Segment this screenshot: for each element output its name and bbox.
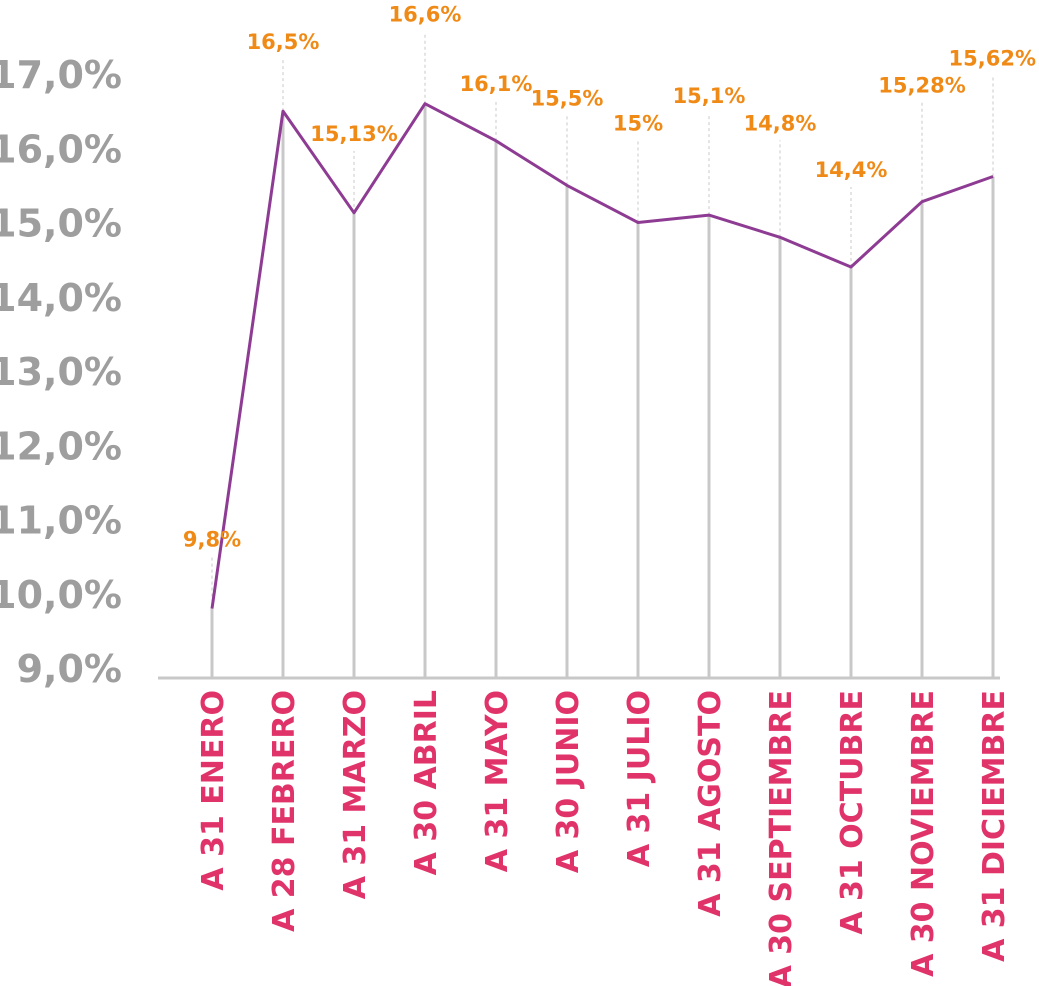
data-label: 16,1% xyxy=(460,72,533,96)
y-tick-label: 15,0% xyxy=(0,202,122,246)
drop-lines xyxy=(210,31,995,678)
y-tick-label: 16,0% xyxy=(0,127,122,171)
data-labels: 9,8% 16,5% 15,13% 16,6% 16,1%15,5% 15% 15,1% 14… xyxy=(183,3,1036,552)
data-label: 15,62% xyxy=(949,46,1036,70)
y-tick-label: 9,0% xyxy=(17,647,122,691)
data-label: 14,4% xyxy=(815,158,888,182)
data-label: 14,8% xyxy=(744,111,817,135)
data-label: 15,5% xyxy=(531,86,604,110)
x-tick-label: A 31 OCTUBRE xyxy=(835,690,870,935)
y-tick-label: 12,0% xyxy=(0,424,122,468)
y-tick-label: 10,0% xyxy=(0,573,122,617)
x-tick-label: A 30 JUNIO xyxy=(551,690,586,873)
x-tick-label: A 30 NOVIEMBRE xyxy=(906,690,941,977)
x-tick-label: A 31 MAYO xyxy=(480,690,515,872)
y-tick-label: 13,0% xyxy=(0,350,122,394)
y-axis: 9,0% 10,0% 11,0% 12,0% 13,0% 14,0% 15,0% 16,0% 1… xyxy=(0,53,122,691)
x-tick-label: A 28 FEBRERO xyxy=(267,690,302,932)
x-tick-label: A 31 AGOSTO xyxy=(693,690,728,917)
x-tick-label: A 31 ENERO xyxy=(196,690,231,891)
data-label: 16,6% xyxy=(389,3,462,27)
data-label: 9,8% xyxy=(183,528,241,552)
x-tick-label: A 30 ABRIL xyxy=(409,690,444,875)
y-tick-label: 14,0% xyxy=(0,276,122,320)
x-axis: A 31 ENERO A 28 FEBRERO A 31 MARZO A 30 ABR… xyxy=(196,690,1012,986)
x-tick-label: A 31 MARZO xyxy=(338,690,373,899)
y-tick-label: 11,0% xyxy=(0,499,122,543)
y-tick-label: 17,0% xyxy=(0,53,122,97)
x-tick-label: A 31 DICIEMBRE xyxy=(977,690,1012,962)
data-label: 15,13% xyxy=(310,122,397,146)
data-label: 15% xyxy=(613,112,663,136)
data-label: 16,5% xyxy=(247,30,320,54)
series-line xyxy=(210,102,994,609)
x-tick-label: A 30 SEPTIEMBRE xyxy=(764,690,799,986)
x-tick-label: A 31 JULIO xyxy=(622,690,657,867)
data-label: 15,28% xyxy=(878,74,965,98)
data-label: 15,1% xyxy=(673,84,746,108)
